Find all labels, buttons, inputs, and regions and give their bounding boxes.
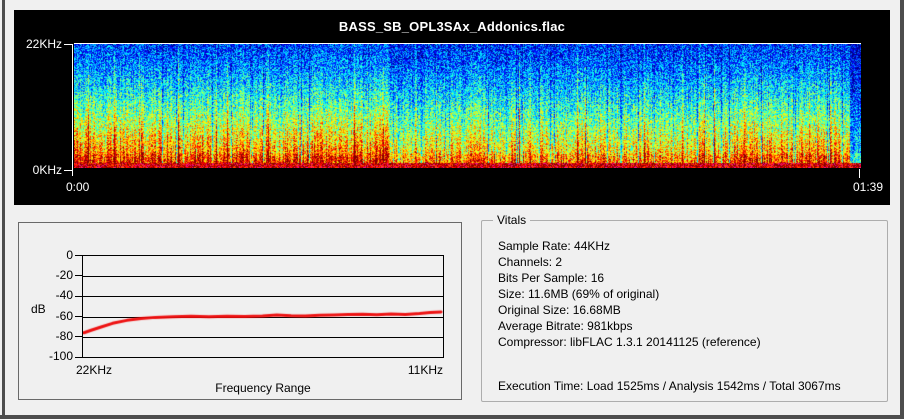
vitals-original-size: Original Size: 16.68MB xyxy=(498,303,621,317)
spectrogram-top-line xyxy=(74,43,861,44)
vitals-sample-rate: Sample Rate: 44KHz xyxy=(498,239,611,253)
execution-time: Execution Time: Load 1525ms / Analysis 1… xyxy=(498,379,841,393)
vitals-compressor: Compressor: libFLAC 1.3.1 20141125 (refe… xyxy=(498,335,761,349)
vitals-size: Size: 11.6MB (69% of original) xyxy=(498,287,660,301)
time-label-start: 0:00 xyxy=(66,180,90,194)
y-tick-label: -100 xyxy=(48,349,73,363)
vitals-title: Vitals xyxy=(493,213,531,227)
frequency-chart-panel: 0 -20 -40 -60 -80 -100 dB 22KHz 11KHz Fr… xyxy=(18,222,462,400)
window-border-right xyxy=(900,0,904,419)
file-title: BASS_SB_OPL3SAx_Addonics.flac xyxy=(338,19,566,34)
spectrogram-y-axis-line xyxy=(72,44,73,176)
y-tick xyxy=(75,275,82,276)
y-tick-label: -80 xyxy=(55,329,73,343)
tick-end-time xyxy=(859,169,860,178)
spectrogram-panel: BASS_SB_OPL3SAx_Addonics.flac 22KHz 0KHz… xyxy=(14,10,890,205)
y-tick xyxy=(75,336,82,337)
y-tick-label: -40 xyxy=(55,288,73,302)
time-label-end: 01:39 xyxy=(852,180,883,194)
vitals-average-bitrate: Average Bitrate: 981kbps xyxy=(498,319,633,333)
vitals-channels: Channels: 2 xyxy=(498,255,563,269)
vitals-groupbox: Vitals Sample Rate: 44KHz Channels: 2 Bi… xyxy=(481,213,888,402)
y-tick-label: 0 xyxy=(66,248,73,262)
y-tick xyxy=(75,255,82,256)
vitals-lines: Sample Rate: 44KHz Channels: 2 Bits Per … xyxy=(498,238,879,350)
x-tick-label-end: 11KHz xyxy=(407,363,443,377)
y-tick-label: -20 xyxy=(55,268,73,282)
x-tick-label-start: 22KHz xyxy=(76,363,113,377)
window-border-bottom xyxy=(0,415,904,419)
vitals-bits-per-sample: Bits Per Sample: 16 xyxy=(498,271,605,285)
frequency-response-canvas xyxy=(83,256,443,357)
freq-label-top: 22KHz xyxy=(25,37,62,51)
spectrogram-canvas xyxy=(74,44,861,168)
x-axis-title: Frequency Range xyxy=(215,381,311,395)
y-tick xyxy=(75,296,82,297)
window-border-left xyxy=(2,0,5,419)
y-tick-label: -60 xyxy=(55,309,73,323)
y-tick xyxy=(75,316,82,317)
y-axis-title: dB xyxy=(31,302,46,316)
tick-22khz xyxy=(64,44,72,45)
freq-label-bottom: 0KHz xyxy=(32,163,62,177)
y-tick xyxy=(75,357,82,358)
tick-0khz xyxy=(64,170,72,171)
frequency-plot-area xyxy=(82,255,444,358)
